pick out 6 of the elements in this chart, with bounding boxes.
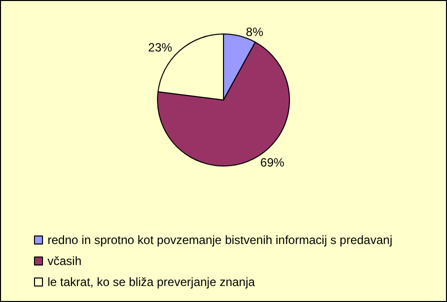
- data-label: 8%: [246, 25, 264, 40]
- data-label: 23%: [148, 40, 173, 54]
- legend-label: redno in sprotno kot povzemanje bistvenih informacij s predavanj: [48, 233, 392, 247]
- legend-label: le takrat, ko se bliža preverjanje znanja: [48, 275, 256, 289]
- legend-label: včasih: [48, 254, 82, 268]
- data-label: 69%: [260, 155, 285, 170]
